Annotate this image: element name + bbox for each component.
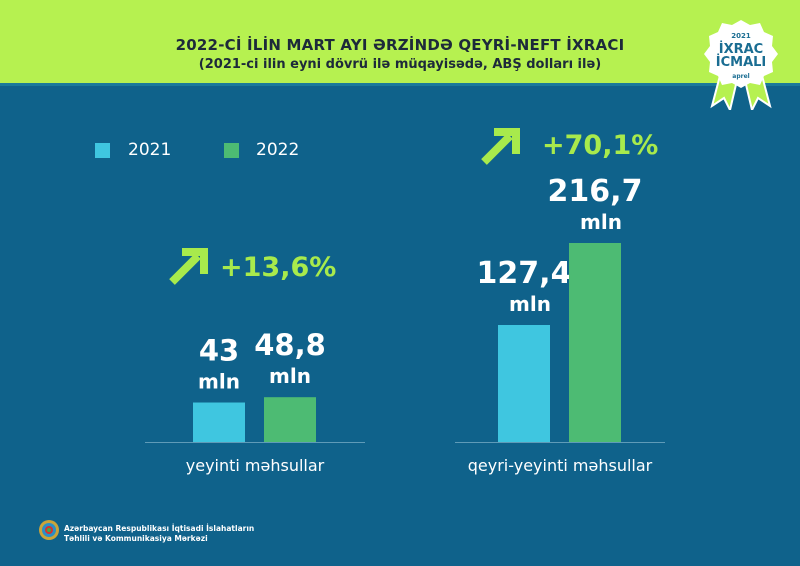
- badge-rosette-icon: 2021 İXRAC İCMALI aprel: [704, 20, 778, 110]
- legend-label-2022: 2022: [256, 140, 300, 160]
- badge-line2: İCMALI: [716, 54, 767, 70]
- legend-swatch-2021: [95, 143, 110, 158]
- legend-label-2021: 2021: [128, 140, 172, 160]
- unit-label: mln: [580, 210, 622, 234]
- chart-title: 2022-Cİ İLİN MART AYI ƏRZİNDƏ QEYRİ-NEFT…: [175, 36, 625, 54]
- bar-2022-1: [569, 243, 621, 442]
- bar-2021-1: [498, 325, 550, 442]
- header-band: [0, 0, 800, 86]
- growth-arrow-icon: [481, 128, 520, 165]
- badge-month: aprel: [732, 73, 749, 80]
- value-label: 127,4: [477, 256, 572, 291]
- badge-line1: İXRAC: [719, 41, 763, 57]
- organization-name: Azərbaycan Respublikası İqtisadi İslahat…: [64, 524, 255, 543]
- unit-label: mln: [198, 370, 240, 394]
- bar-2021-0: [193, 402, 245, 442]
- category-label-food: yeyinti məhsullar: [185, 456, 325, 475]
- unit-label: mln: [509, 292, 551, 316]
- growth-arrow-icon: [169, 248, 208, 285]
- unit-label: mln: [269, 364, 311, 388]
- value-label: 48,8: [254, 328, 326, 362]
- growth-label-nonfood: +70,1%: [542, 130, 659, 161]
- category-label-nonfood: qeyri-yeyinti məhsullar: [467, 456, 653, 475]
- chart-subtitle: (2021-ci ilin eyni dövrü ilə müqayisədə,…: [198, 57, 602, 72]
- value-label: 216,7: [548, 174, 643, 209]
- growth-label-food: +13,6%: [220, 252, 337, 283]
- badge-year: 2021: [731, 32, 751, 40]
- legend-swatch-2022: [224, 143, 239, 158]
- bar-2022-0: [264, 397, 316, 442]
- value-label: 43: [199, 334, 239, 368]
- emblem-icon: [39, 520, 59, 540]
